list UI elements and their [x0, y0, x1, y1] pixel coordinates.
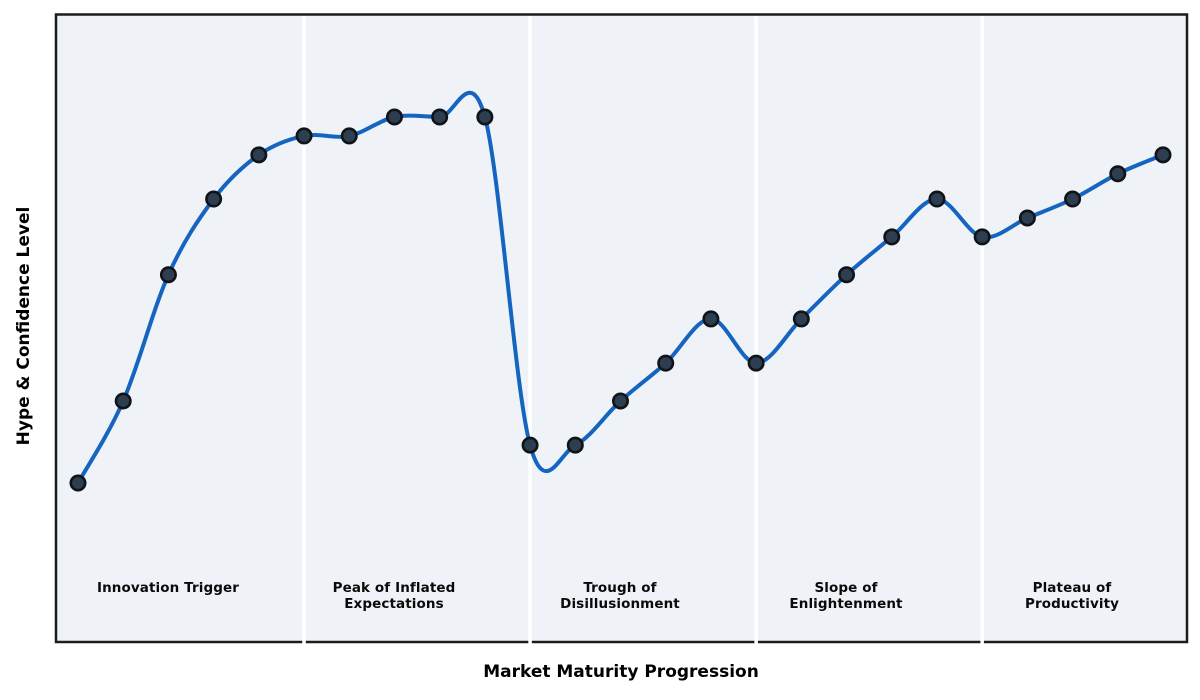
data-point-marker: [883, 228, 901, 246]
phase-label-trough-of-disillusionment: Trough of Disillusionment: [560, 580, 680, 612]
data-point-marker: [205, 190, 223, 208]
phase-label-peak-of-inflated-expectations: Peak of Inflated Expectations: [332, 580, 456, 612]
data-point-marker: [114, 392, 132, 410]
data-point-marker: [476, 108, 494, 126]
phase-label-plateau-of-productivity: Plateau of Productivity: [1024, 580, 1120, 612]
data-point-marker: [1109, 165, 1127, 183]
data-point-marker: [69, 474, 87, 492]
phase-label-slope-of-enlightenment: Slope of Enlightenment: [789, 580, 903, 612]
data-point-marker: [838, 266, 856, 284]
data-point-marker: [295, 127, 313, 145]
data-point-marker: [340, 127, 358, 145]
data-point-marker: [159, 266, 177, 284]
plot-area: [56, 14, 1187, 642]
data-point-marker: [385, 108, 403, 126]
data-point-marker: [973, 228, 991, 246]
x-axis-label: Market Maturity Progression: [483, 662, 759, 682]
data-point-marker: [792, 310, 810, 328]
plot-border: [54, 13, 1189, 644]
data-point-marker: [611, 392, 629, 410]
phase-label-innovation-trigger: Innovation Trigger: [96, 580, 240, 596]
y-axis-label: Hype & Confidence Level: [14, 206, 34, 446]
data-point-marker: [702, 310, 720, 328]
data-point-marker: [250, 146, 268, 164]
data-point-marker: [1018, 209, 1036, 227]
data-point-marker: [521, 436, 539, 454]
data-point-marker: [1064, 190, 1082, 208]
data-point-marker: [431, 108, 449, 126]
data-point-marker: [747, 354, 765, 372]
data-point-marker: [566, 436, 584, 454]
data-point-marker: [1154, 146, 1172, 164]
data-point-marker: [928, 190, 946, 208]
data-point-marker: [657, 354, 675, 372]
